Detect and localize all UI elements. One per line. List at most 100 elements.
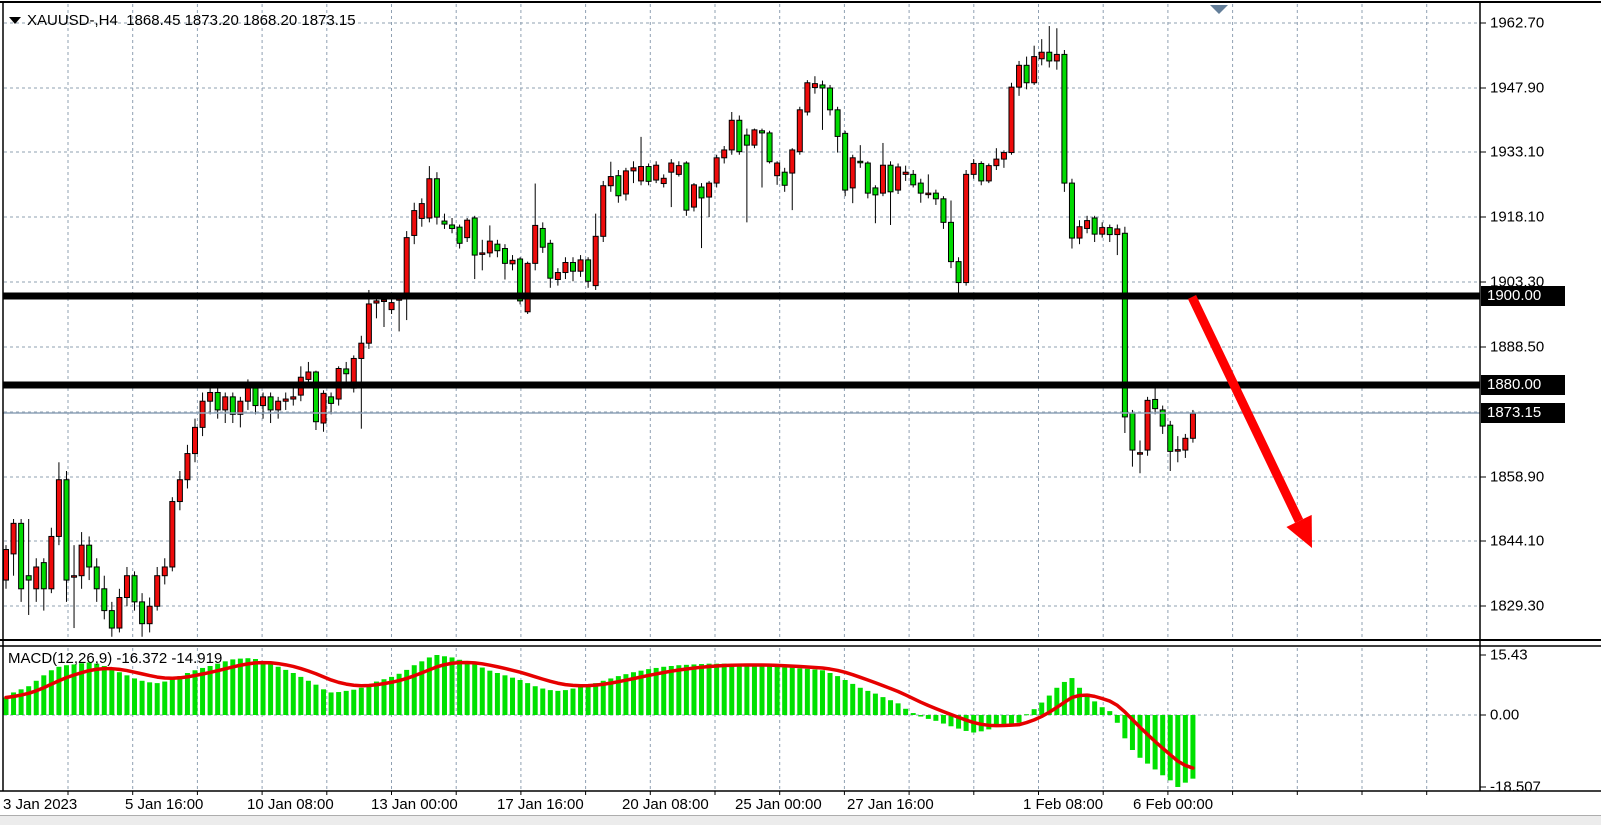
macd-histogram-bar [1175, 715, 1181, 787]
macd-histogram-bar [177, 676, 183, 715]
macd-tick-label: -18.507 [1490, 778, 1541, 796]
macd-histogram-bar [547, 690, 553, 715]
macd-histogram-bar [600, 680, 606, 715]
macd-histogram-bar [729, 664, 735, 715]
candle-body [660, 177, 667, 185]
candle-body [426, 178, 433, 219]
macd-histogram-bar [396, 673, 402, 715]
candle-body [622, 170, 629, 195]
macd-histogram-bar [683, 664, 689, 715]
chart-header[interactable]: XAUUSD-,H4 1868.45 1873.20 1868.20 1873.… [27, 12, 356, 29]
candle-body [796, 109, 803, 153]
macd-histogram-bar [525, 683, 531, 715]
candle-body [494, 243, 501, 252]
candle-body [721, 149, 728, 159]
macd-histogram-bar [441, 656, 447, 715]
macd-histogram-bar [260, 661, 266, 715]
macd-histogram-bar [132, 678, 138, 715]
macd-histogram-bar [86, 662, 92, 715]
candle-body [857, 160, 864, 164]
macd-histogram-bar [1160, 715, 1166, 776]
macd-histogram-bar [1137, 715, 1143, 758]
macd-indicator-label: MACD(12,26,9) -16.372 -14.919 [8, 650, 223, 667]
candle-body [902, 171, 909, 175]
candle-body [895, 166, 902, 191]
time-label: 25 Jan 00:00 [735, 796, 822, 813]
chart-shift-marker-icon[interactable] [1210, 5, 1228, 14]
candle-body [48, 535, 55, 590]
candle-body [282, 398, 289, 402]
macd-histogram-bar [404, 669, 410, 715]
symbol-dropdown-icon[interactable] [9, 17, 21, 24]
candle-body [509, 259, 516, 265]
macd-histogram-bar [668, 665, 674, 715]
candle-body [547, 242, 554, 279]
candle-body [267, 396, 274, 411]
candle-body [1129, 412, 1136, 451]
candle-body [18, 522, 25, 590]
candle-body [524, 262, 531, 313]
candle-body [917, 182, 924, 194]
candle-body [1053, 53, 1060, 62]
candle-body [1174, 449, 1181, 452]
candle-body [1000, 152, 1007, 160]
candle-body [320, 392, 327, 424]
macd-histogram-bar [782, 667, 788, 715]
candle-body [1167, 424, 1174, 452]
candle-body [10, 522, 17, 555]
candle-body [501, 248, 508, 264]
macd-histogram-bar [804, 668, 810, 715]
macd-histogram-bar [903, 708, 909, 715]
candle-body [260, 396, 267, 407]
macd-histogram-bar [1046, 695, 1052, 715]
macd-histogram-bar [585, 685, 591, 715]
candle-body [728, 119, 735, 151]
macd-histogram-bar [1024, 714, 1030, 716]
time-label: 13 Jan 00:00 [371, 796, 458, 813]
symbol-period-label[interactable]: XAUUSD-,H4 [27, 12, 118, 29]
candle-body [872, 187, 879, 196]
candle-body [539, 227, 546, 248]
candle-body [713, 157, 720, 184]
candle-body [1084, 220, 1091, 229]
macd-histogram-bar [101, 665, 107, 715]
window-bottom-strip [0, 815, 1601, 825]
trend-arrow-head[interactable] [1286, 514, 1312, 548]
horizontal-line-object[interactable] [3, 292, 1480, 300]
trend-arrow-shaft[interactable] [1187, 295, 1304, 523]
macd-histogram-bar [313, 684, 319, 715]
candle-body [63, 479, 70, 581]
macd-histogram-bar [759, 665, 765, 715]
macd-histogram-bar [653, 667, 659, 715]
macd-histogram-bar [540, 688, 546, 715]
candle-body [305, 371, 312, 380]
macd-histogram-bar [41, 675, 47, 715]
candle-body [40, 562, 47, 590]
macd-histogram-bar [48, 670, 54, 715]
price-tick-label: 1829.30 [1490, 597, 1545, 615]
candle-body [1091, 217, 1098, 235]
macd-histogram-bar [1001, 715, 1007, 726]
candle-body [479, 252, 486, 255]
candle-body [955, 261, 962, 284]
time-label: 10 Jan 08:00 [247, 796, 334, 813]
macd-histogram-bar [630, 672, 636, 715]
candle-body [638, 166, 645, 182]
macd-histogram-bar [343, 690, 349, 715]
macd-histogram-bar [555, 690, 561, 715]
candle-body [86, 544, 93, 568]
macd-histogram-bar [948, 715, 954, 727]
macd-histogram-bar [570, 688, 576, 715]
horizontal-line-object[interactable] [3, 381, 1480, 389]
macd-tick-label: 15.43 [1490, 646, 1528, 664]
price-tick-label: 1844.10 [1490, 532, 1545, 550]
candle-body [879, 164, 886, 194]
macd-histogram-bar [751, 664, 757, 715]
macd-histogram-bar [1031, 709, 1037, 715]
candle-body [570, 261, 576, 272]
candle-body [970, 162, 977, 175]
macd-histogram-bar [880, 697, 886, 715]
macd-histogram-bar [963, 715, 969, 731]
candle-body [1114, 228, 1121, 236]
